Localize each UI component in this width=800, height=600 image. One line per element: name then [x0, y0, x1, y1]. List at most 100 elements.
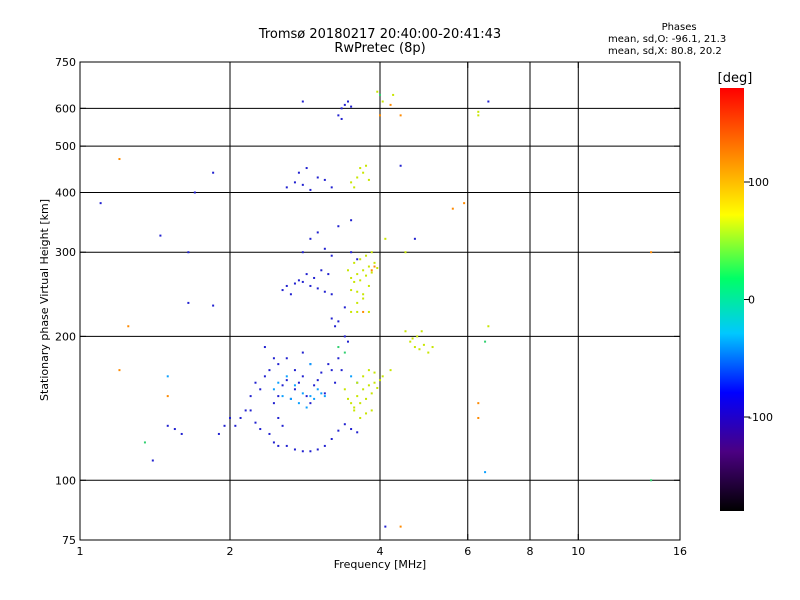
data-point	[343, 335, 346, 338]
data-point	[297, 402, 300, 405]
data-point	[356, 395, 359, 398]
data-point	[365, 274, 368, 277]
data-point	[367, 384, 370, 387]
data-point	[367, 265, 370, 268]
data-point	[356, 301, 359, 304]
data-point	[330, 369, 333, 372]
data-point	[309, 363, 312, 366]
data-point	[187, 251, 190, 254]
data-point	[389, 369, 392, 372]
data-points	[99, 90, 653, 528]
data-point	[301, 100, 304, 103]
data-point	[343, 103, 346, 106]
data-point	[277, 363, 280, 366]
data-point	[427, 351, 430, 354]
phase-stats-heading: Phases	[661, 22, 697, 33]
data-point	[330, 317, 333, 320]
y-tick-label: 400	[55, 186, 76, 199]
data-point	[343, 351, 346, 354]
data-point	[477, 114, 480, 117]
data-point	[223, 424, 226, 427]
x-axis-label: Frequency [MHz]	[334, 558, 426, 571]
data-point	[362, 375, 365, 378]
data-point	[353, 406, 356, 409]
y-tick-label: 100	[55, 474, 76, 487]
phase-stats: Phases mean, sd,O: -96.1, 21.3 mean, sd,…	[608, 22, 726, 58]
data-point	[353, 186, 356, 189]
data-point	[217, 432, 220, 435]
data-point	[118, 369, 121, 372]
data-point	[356, 273, 359, 276]
data-point	[166, 424, 169, 427]
colorbar-tick-label: 0	[748, 294, 755, 307]
data-point	[334, 325, 337, 328]
data-point	[346, 269, 349, 272]
data-point	[346, 340, 349, 343]
data-point	[399, 114, 402, 117]
data-point	[362, 293, 365, 296]
data-point	[350, 428, 353, 431]
data-point	[413, 237, 416, 240]
data-point	[370, 392, 373, 395]
data-point	[323, 290, 326, 293]
data-point	[343, 306, 346, 309]
data-point	[309, 395, 312, 398]
data-point	[334, 381, 337, 384]
data-point	[431, 346, 434, 349]
data-point	[330, 254, 333, 257]
data-point	[381, 375, 384, 378]
data-point	[323, 247, 326, 250]
data-point	[272, 357, 275, 360]
y-axis-ticks: 75 100 200 300 400 500 600 750	[55, 56, 680, 547]
data-point	[277, 381, 280, 384]
data-point	[301, 280, 304, 283]
data-point	[277, 395, 280, 398]
data-point	[370, 269, 373, 272]
data-point	[359, 167, 362, 170]
y-tick-label: 750	[55, 56, 76, 69]
data-point	[272, 388, 275, 391]
data-point	[384, 525, 387, 528]
data-point	[356, 431, 359, 434]
data-point	[337, 429, 340, 432]
data-point	[337, 114, 340, 117]
x-tick-label: 10	[571, 545, 585, 558]
data-point	[350, 181, 353, 184]
data-point	[301, 183, 304, 186]
grid	[80, 62, 680, 540]
data-point	[316, 231, 319, 234]
data-point	[327, 273, 330, 276]
data-point	[381, 100, 384, 103]
data-point	[316, 448, 319, 451]
data-point	[384, 237, 387, 240]
data-point	[309, 402, 312, 405]
data-point	[212, 304, 215, 307]
data-point	[373, 371, 376, 374]
data-point	[353, 409, 356, 412]
data-point	[350, 310, 353, 313]
data-point	[362, 310, 365, 313]
data-point	[346, 397, 349, 400]
data-point	[285, 357, 288, 360]
data-point	[350, 402, 353, 405]
data-point	[399, 525, 402, 528]
data-point	[367, 310, 370, 313]
data-point	[411, 337, 414, 340]
data-point	[463, 202, 466, 205]
data-point	[422, 343, 425, 346]
data-point	[254, 421, 257, 424]
data-point	[337, 320, 340, 323]
data-point	[362, 269, 365, 272]
data-point	[277, 444, 280, 447]
data-point	[484, 471, 487, 474]
data-point	[293, 448, 296, 451]
y-tick-label: 75	[62, 534, 76, 547]
data-point	[350, 251, 353, 254]
data-point	[285, 444, 288, 447]
data-point	[477, 416, 480, 419]
data-point	[323, 178, 326, 181]
data-point	[373, 265, 376, 268]
data-point	[337, 225, 340, 228]
data-point	[320, 269, 323, 272]
data-point	[309, 450, 312, 453]
